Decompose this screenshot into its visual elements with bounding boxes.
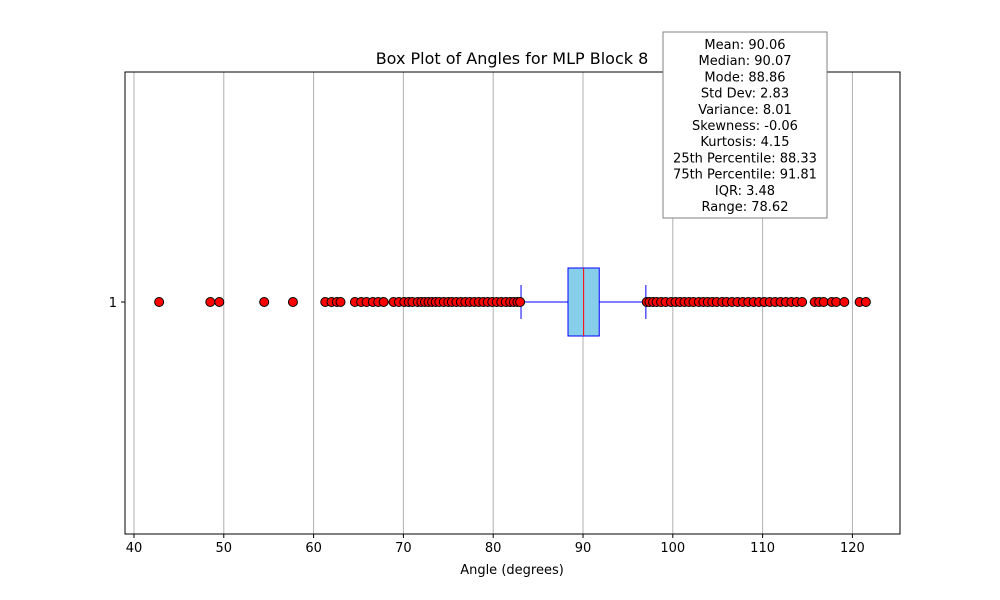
chart-title: Box Plot of Angles for MLP Block 8 xyxy=(376,49,649,68)
outlier-point xyxy=(797,297,808,307)
outlier-point xyxy=(154,297,165,307)
x-tick-label: 90 xyxy=(575,541,592,556)
stats-line: Variance: 8.01 xyxy=(698,103,792,118)
stats-line: Median: 90.07 xyxy=(698,54,791,69)
outlier-point xyxy=(287,297,298,307)
stats-line: Skewness: -0.06 xyxy=(692,119,798,134)
stats-line: 75th Percentile: 91.81 xyxy=(673,168,817,183)
box-layer xyxy=(520,267,647,337)
outlier-point xyxy=(839,297,850,307)
stats-line: 25th Percentile: 88.33 xyxy=(673,151,817,166)
x-tick-label: 50 xyxy=(216,541,233,556)
plot-frame xyxy=(124,71,901,535)
stats-line: Mean: 90.06 xyxy=(704,38,785,53)
outlier-point xyxy=(259,297,270,307)
x-tick-label: 80 xyxy=(485,541,502,556)
outlier-point xyxy=(860,297,871,307)
y-axis-ticks: 1 xyxy=(109,296,125,311)
y-tick-label: 1 xyxy=(109,296,117,311)
outlier-point xyxy=(515,297,526,307)
x-tick-label: 60 xyxy=(305,541,322,556)
stats-line: Kurtosis: 4.15 xyxy=(700,135,789,150)
x-tick-label: 120 xyxy=(840,541,865,556)
x-tick-label: 110 xyxy=(750,541,775,556)
outlier-point xyxy=(335,297,346,307)
stats-line: Mode: 88.86 xyxy=(704,70,785,85)
stats-line: Std Dev: 2.83 xyxy=(701,87,789,102)
outlier-point xyxy=(205,297,216,307)
outlier-layer xyxy=(154,297,871,307)
x-axis-ticks: 40 50 60 70 80 90 100 110 120 xyxy=(126,534,865,556)
stats-box-frame xyxy=(662,31,828,219)
outlier-point xyxy=(378,297,389,307)
x-axis-label: Angle (degrees) xyxy=(460,563,564,578)
outlier-point xyxy=(214,297,225,307)
x-tick-label: 100 xyxy=(660,541,685,556)
x-tick-label: 70 xyxy=(395,541,412,556)
stats-line: Range: 78.62 xyxy=(702,200,789,215)
stats-line: IQR: 3.48 xyxy=(715,184,775,199)
x-tick-label: 40 xyxy=(126,541,143,556)
